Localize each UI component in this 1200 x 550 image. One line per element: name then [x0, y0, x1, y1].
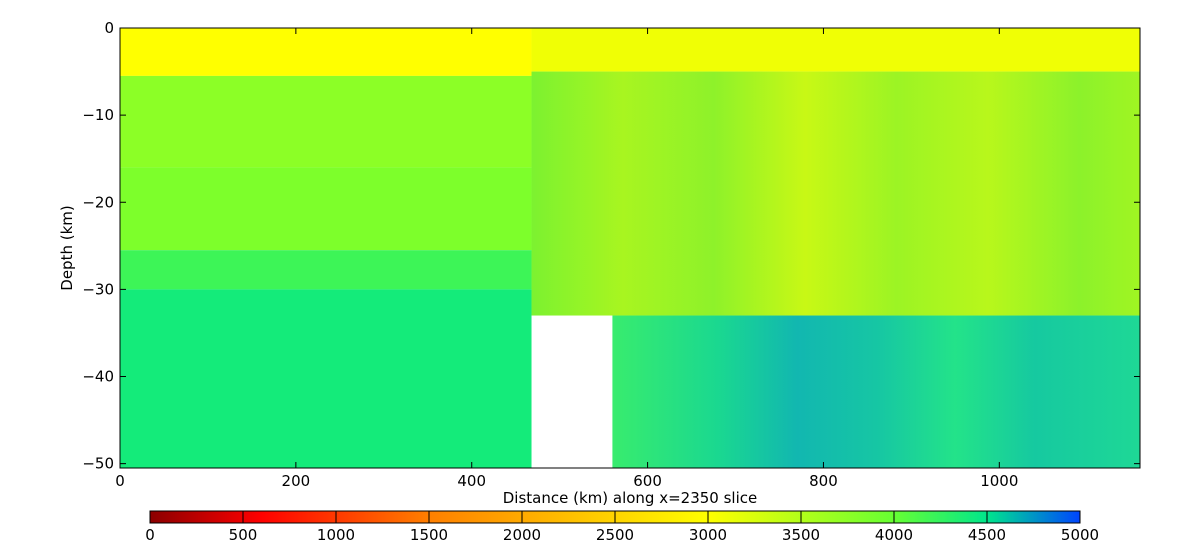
- colorbar: 0 500 1000 1500 2000 2500 3000 3500 4000 4500 5000: [145, 510, 1099, 544]
- heatmap-region-west-layer-5: [120, 289, 532, 468]
- colorbar-tick-label: 4500: [968, 526, 1006, 544]
- colorbar-tick-label: 0: [145, 526, 155, 544]
- colorbar-tick-label: 3000: [689, 526, 727, 544]
- x-tick-label: 400: [457, 472, 486, 490]
- x-axis: 0 200 400 600 800 1000: [115, 28, 1018, 490]
- y-axis: 0 −10 −20 −30 −40 −50: [82, 19, 1140, 473]
- y-tick-label: −10: [82, 106, 114, 124]
- heatmap-region-east-crust: [531, 71, 1140, 316]
- x-tick-label: 1000: [980, 472, 1018, 490]
- x-axis-label: Distance (km) along x=2350 slice: [503, 489, 757, 507]
- colorbar-tick-label: 500: [229, 526, 258, 544]
- x-tick-label: 200: [282, 472, 311, 490]
- colorbar-tick-label: 1500: [410, 526, 448, 544]
- y-tick-label: −40: [82, 368, 114, 386]
- y-tick-label: −50: [82, 455, 114, 473]
- y-tick-label: −20: [82, 193, 114, 211]
- colorbar-tick-label: 1000: [317, 526, 355, 544]
- heatmap-region-west-layer-4: [120, 250, 532, 290]
- colorbar-tick-label: 3500: [782, 526, 820, 544]
- colorbar-tick-label: 2000: [503, 526, 541, 544]
- x-tick-label: 800: [809, 472, 838, 490]
- x-tick-label: 0: [115, 472, 125, 490]
- colorbar-tick-label: 2500: [596, 526, 634, 544]
- y-tick-label: 0: [104, 19, 114, 37]
- heatmap-region-west-upper-layer: [120, 28, 532, 76]
- y-axis-label: Depth (km): [58, 205, 76, 290]
- heatmap-region-west-layer-3: [120, 167, 532, 251]
- colorbar-ticks: 0 500 1000 1500 2000 2500 3000 3500 4000 4500 5000: [145, 511, 1099, 544]
- x-tick-label: 600: [633, 472, 662, 490]
- heatmap-region-east-mantle: [612, 315, 1140, 468]
- plot-area: [120, 28, 1140, 468]
- colorbar-tick-label: 4000: [875, 526, 913, 544]
- colorbar-tick-label: 5000: [1061, 526, 1099, 544]
- heatmap-region-east-surface-layer: [531, 28, 1140, 72]
- heatmap-region-west-layer-2: [120, 75, 532, 168]
- y-tick-label: −30: [82, 280, 114, 298]
- plot-frame: [119, 27, 1141, 469]
